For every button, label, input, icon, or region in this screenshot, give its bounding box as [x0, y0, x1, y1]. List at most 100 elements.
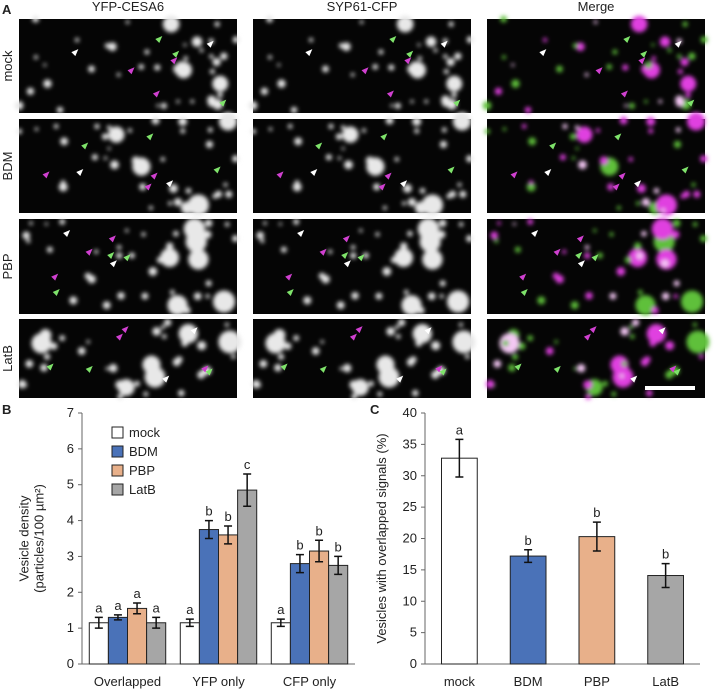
particle	[685, 92, 691, 98]
arrowhead	[319, 248, 327, 256]
arrowhead	[510, 171, 518, 179]
arrowhead	[539, 49, 547, 57]
arrowhead	[150, 172, 158, 180]
particle	[162, 15, 180, 33]
particle	[303, 296, 312, 305]
particle	[686, 112, 706, 131]
particle	[438, 219, 447, 228]
significance-letter: b	[593, 505, 600, 520]
particle	[661, 292, 670, 301]
particle	[700, 235, 707, 242]
particle	[636, 201, 641, 206]
arrowhead	[52, 289, 60, 297]
particle	[661, 208, 666, 213]
micrograph	[248, 15, 474, 114]
particle	[641, 230, 647, 237]
particle	[232, 235, 239, 242]
particle	[224, 322, 229, 327]
micrograph	[14, 15, 240, 114]
particle	[143, 391, 149, 397]
particle	[671, 230, 680, 239]
particle	[322, 65, 329, 73]
particle	[611, 391, 617, 397]
particle	[385, 116, 394, 125]
arrowhead	[620, 90, 628, 98]
particle	[482, 101, 492, 110]
particle	[108, 42, 117, 52]
particle	[651, 43, 655, 47]
y-tick-label: 10	[403, 593, 417, 608]
particle	[77, 347, 86, 355]
arrowhead	[213, 166, 221, 174]
particle	[677, 54, 682, 59]
particle	[192, 233, 196, 237]
arrowhead	[634, 180, 642, 188]
row-label: BDM	[0, 152, 15, 181]
particle	[443, 54, 448, 59]
error-bar	[295, 553, 304, 574]
particle	[427, 208, 432, 213]
row-label: LatB	[0, 345, 15, 372]
particle	[368, 380, 374, 387]
particle	[294, 180, 300, 185]
signal	[485, 318, 710, 400]
arrowhead	[591, 254, 599, 262]
particle	[193, 292, 202, 301]
arrowhead	[146, 133, 154, 141]
particle	[593, 228, 597, 233]
error-bar	[224, 525, 233, 545]
x-tick-label: CFP only	[283, 674, 337, 689]
y-tick-label: 2	[67, 584, 74, 599]
signal	[14, 15, 240, 114]
particle	[646, 116, 656, 126]
y-tick-label: 1	[67, 620, 74, 635]
bar	[270, 622, 291, 665]
particle	[571, 156, 576, 160]
particle	[214, 21, 220, 27]
particle	[667, 48, 672, 53]
particle	[278, 353, 285, 360]
arrowhead	[514, 363, 522, 371]
particle	[34, 127, 39, 131]
particle	[624, 104, 628, 108]
error-bar	[243, 473, 252, 507]
particle	[125, 228, 129, 233]
particle	[127, 128, 133, 133]
micrograph	[482, 15, 708, 114]
particle	[293, 218, 300, 225]
significance-letter: b	[296, 538, 303, 553]
bar	[237, 489, 258, 665]
x-tick-label: YFP only	[192, 674, 245, 689]
particle	[337, 156, 342, 160]
particle	[336, 301, 345, 310]
particle	[31, 333, 52, 354]
significance-letter: b	[525, 533, 532, 548]
particle	[212, 75, 229, 92]
particle	[263, 221, 267, 225]
arrowhead	[349, 333, 357, 341]
particle	[164, 318, 172, 327]
particle	[43, 63, 47, 67]
particle	[168, 201, 173, 206]
arrowhead	[342, 235, 350, 243]
particle	[693, 190, 701, 198]
particle	[180, 128, 186, 134]
particle	[342, 42, 351, 52]
particle	[407, 230, 413, 237]
particle	[494, 238, 499, 244]
particle	[459, 190, 467, 198]
particle	[197, 341, 207, 351]
particle	[161, 325, 166, 330]
error-bar	[455, 438, 464, 478]
y-tick-label: 5	[410, 625, 417, 640]
significance-letter: a	[153, 600, 161, 615]
arrowhead	[361, 67, 369, 75]
y-tick-label: 20	[403, 531, 417, 546]
particle	[265, 333, 286, 354]
bar	[309, 550, 330, 665]
particle	[609, 292, 617, 300]
particle	[499, 333, 520, 354]
significance-letter: b	[224, 509, 231, 524]
particle	[141, 232, 146, 237]
particle	[602, 380, 608, 387]
